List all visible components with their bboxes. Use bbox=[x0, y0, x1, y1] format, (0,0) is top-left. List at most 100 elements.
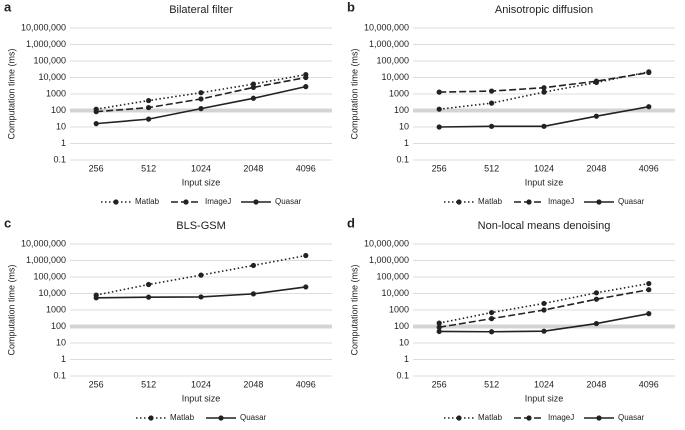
legend-label: Matlab bbox=[478, 413, 503, 422]
data-point bbox=[489, 316, 495, 322]
data-point bbox=[146, 97, 152, 104]
data-point bbox=[541, 328, 547, 334]
y-tick-label: 1,000,000 bbox=[26, 39, 66, 49]
data-point bbox=[93, 109, 99, 115]
y-tick-label: 10,000 bbox=[381, 288, 409, 298]
y-tick-label: 100,000 bbox=[376, 271, 409, 281]
chart-title: BLS-GSM bbox=[176, 220, 226, 232]
legend-marker bbox=[218, 415, 224, 421]
data-point bbox=[250, 84, 256, 91]
x-tick-label: 512 bbox=[141, 163, 156, 173]
data-point bbox=[646, 311, 652, 317]
x-tick-label: 4096 bbox=[296, 163, 316, 173]
data-point bbox=[593, 78, 599, 84]
data-point bbox=[541, 123, 547, 129]
legend-label: ImageJ bbox=[548, 413, 574, 422]
legend-label: ImageJ bbox=[205, 197, 231, 206]
y-tick-label: 1000 bbox=[389, 304, 409, 314]
y-tick-label: 10 bbox=[399, 121, 409, 131]
data-point bbox=[541, 307, 547, 313]
x-tick-label: 2048 bbox=[243, 379, 263, 389]
data-point bbox=[198, 106, 204, 112]
y-tick-label: 0.1 bbox=[396, 370, 409, 380]
y-tick-label: 1 bbox=[404, 354, 409, 364]
x-axis-label: Input size bbox=[182, 393, 221, 403]
x-tick-label: 4096 bbox=[639, 379, 659, 389]
x-tick-label: 1024 bbox=[534, 163, 554, 173]
data-point bbox=[646, 280, 652, 287]
y-tick-label: 10 bbox=[56, 337, 66, 347]
x-axis-label: Input size bbox=[525, 393, 564, 403]
x-tick-label: 512 bbox=[141, 379, 156, 389]
data-point bbox=[250, 291, 256, 297]
data-point bbox=[198, 294, 204, 300]
y-tick-label: 10,000,000 bbox=[364, 22, 409, 32]
y-tick-label: 100 bbox=[394, 321, 409, 331]
legend-label: Quasar bbox=[240, 413, 267, 422]
series-line bbox=[96, 73, 306, 110]
data-point bbox=[646, 104, 652, 110]
data-point bbox=[93, 295, 99, 301]
legend-label: Quasar bbox=[618, 197, 645, 206]
data-point bbox=[250, 262, 256, 269]
legend-label: Quasar bbox=[275, 197, 302, 206]
data-point bbox=[303, 284, 309, 290]
legend-marker bbox=[253, 199, 259, 205]
chart-panel: a Bilateral filter Computation time (ms) In… bbox=[4, 0, 332, 206]
y-tick-label: 0.1 bbox=[53, 370, 66, 380]
y-tick-label: 1000 bbox=[389, 88, 409, 98]
x-tick-label: 256 bbox=[432, 379, 447, 389]
data-point bbox=[541, 85, 547, 91]
x-tick-label: 256 bbox=[89, 163, 104, 173]
legend-marker bbox=[596, 199, 602, 205]
y-tick-label: 100 bbox=[51, 321, 66, 331]
y-axis-label: Computation time (ms) bbox=[6, 264, 16, 355]
y-tick-label: 1000 bbox=[46, 304, 66, 314]
data-point bbox=[198, 96, 204, 102]
data-point bbox=[436, 89, 442, 95]
x-tick-label: 2048 bbox=[586, 379, 606, 389]
data-point bbox=[93, 121, 99, 127]
data-point bbox=[146, 281, 152, 288]
y-tick-label: 10,000,000 bbox=[21, 238, 66, 248]
chart-panel: b Anisotropic diffusion Computation time (… bbox=[347, 0, 675, 206]
y-tick-label: 10 bbox=[56, 121, 66, 131]
chart-title: Anisotropic diffusion bbox=[495, 4, 593, 16]
y-tick-label: 100 bbox=[394, 105, 409, 115]
x-tick-label: 2048 bbox=[243, 163, 263, 173]
y-tick-label: 100,000 bbox=[33, 55, 66, 65]
data-point bbox=[489, 309, 495, 316]
x-tick-label: 512 bbox=[484, 379, 499, 389]
data-point bbox=[489, 123, 495, 129]
legend-marker bbox=[456, 199, 462, 205]
x-tick-label: 1024 bbox=[534, 379, 554, 389]
data-point bbox=[146, 116, 152, 122]
data-point bbox=[198, 90, 204, 96]
chart-title: Non-local means denoising bbox=[478, 220, 611, 232]
y-tick-label: 10,000,000 bbox=[364, 238, 409, 248]
x-axis-label: Input size bbox=[182, 177, 221, 187]
y-tick-label: 1 bbox=[61, 138, 66, 148]
x-tick-label: 2048 bbox=[586, 163, 606, 173]
legend-marker bbox=[113, 199, 119, 205]
data-point bbox=[146, 104, 152, 111]
y-tick-label: 100,000 bbox=[33, 271, 66, 281]
data-point bbox=[146, 294, 152, 300]
y-axis-label: Computation time (ms) bbox=[349, 48, 359, 139]
x-tick-label: 256 bbox=[432, 163, 447, 173]
y-tick-label: 1 bbox=[61, 354, 66, 364]
x-tick-label: 4096 bbox=[296, 379, 316, 389]
legend-marker bbox=[526, 199, 532, 205]
data-point bbox=[303, 84, 309, 90]
x-tick-label: 1024 bbox=[191, 379, 211, 389]
chart-panel: d Non-local means denoising Computation ti… bbox=[347, 215, 675, 422]
panel-label: a bbox=[4, 0, 12, 14]
x-tick-label: 256 bbox=[89, 379, 104, 389]
data-point bbox=[436, 124, 442, 130]
chart-title: Bilateral filter bbox=[169, 4, 233, 16]
y-tick-label: 100,000 bbox=[376, 55, 409, 65]
y-tick-label: 10,000,000 bbox=[21, 22, 66, 32]
data-point bbox=[593, 290, 599, 296]
data-point bbox=[436, 328, 442, 335]
y-tick-label: 0.1 bbox=[396, 154, 409, 164]
